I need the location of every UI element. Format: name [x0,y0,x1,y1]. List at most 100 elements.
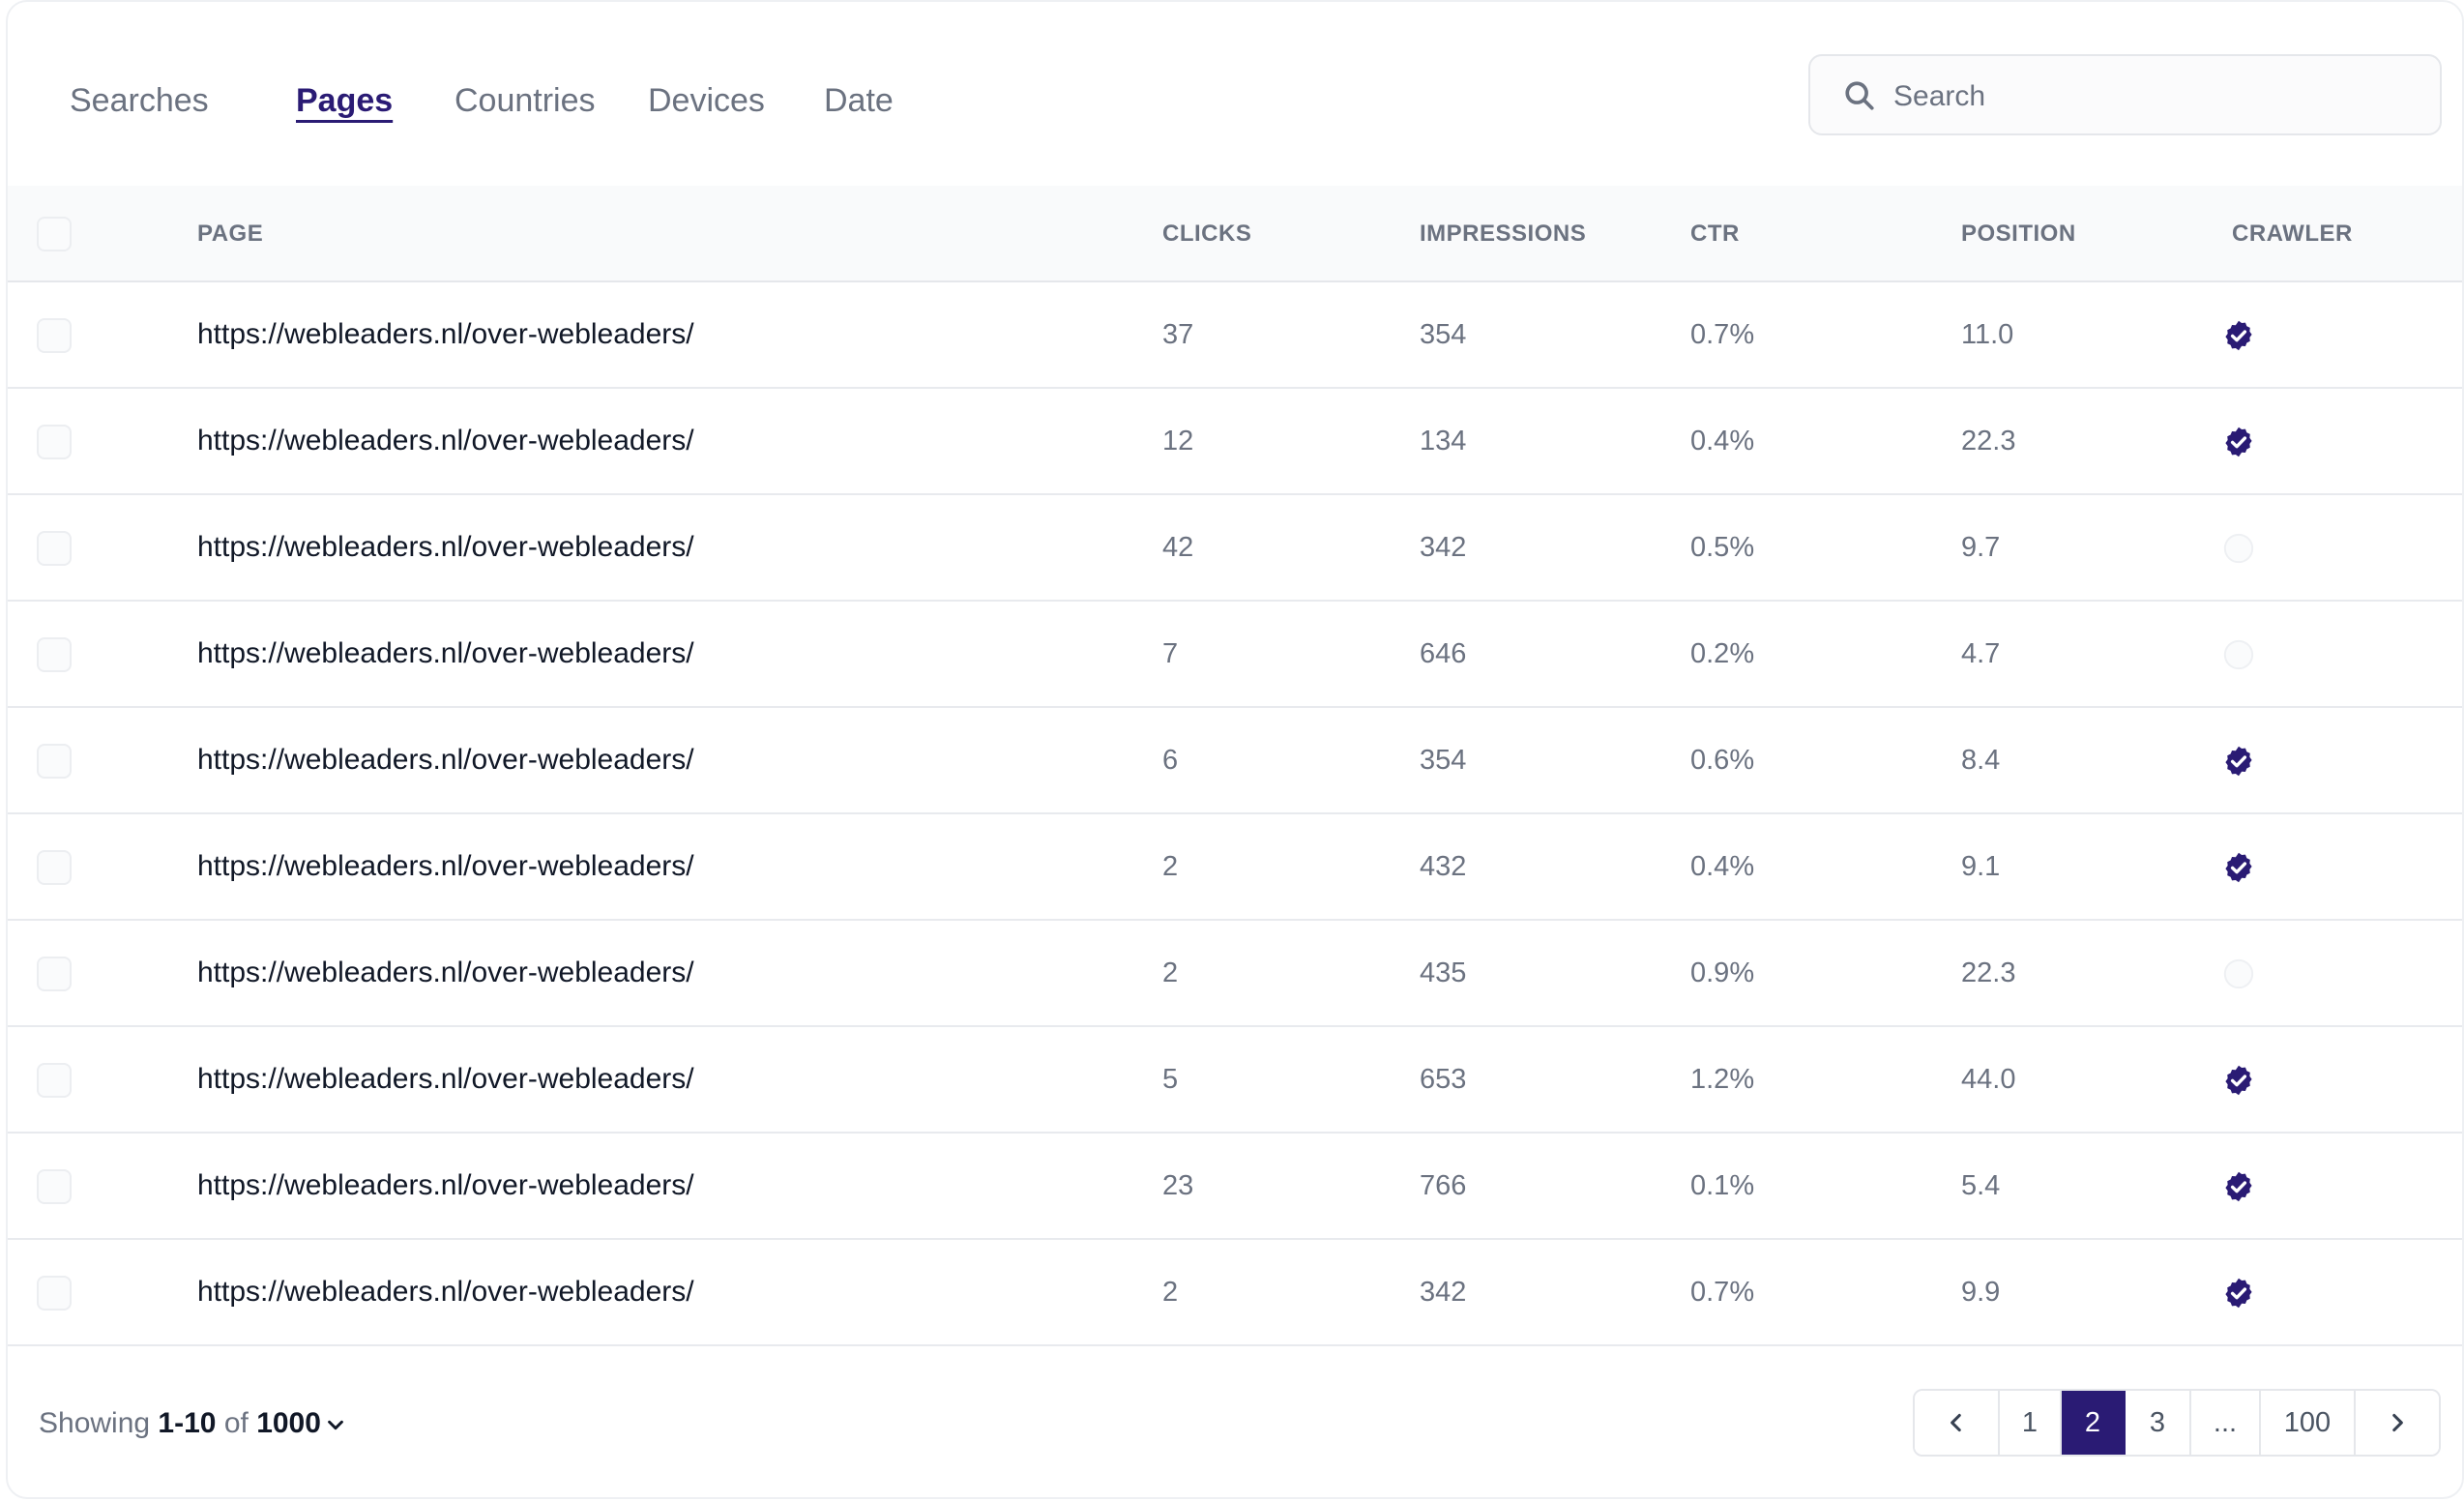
clicks-value: 2 [1162,1277,1179,1308]
impressions-value: 354 [1420,319,1467,350]
impressions-value: 653 [1420,1064,1467,1095]
page-button-100[interactable]: 100 [2261,1391,2356,1455]
position-value: 9.1 [1961,851,2001,882]
impressions-value: 342 [1420,1277,1467,1308]
clicks-value: 7 [1162,638,1179,669]
next-page-button[interactable] [2356,1391,2439,1455]
ctr-value: 0.4% [1690,851,1755,882]
tab-bar: Searches Pages Countries Devices Date [8,2,1168,186]
table-row[interactable]: https://webleaders.nl/over-webleaders/ 6… [8,708,2462,814]
page-url[interactable]: https://webleaders.nl/over-webleaders/ [197,1169,694,1201]
check-circle-icon [2222,1277,2255,1310]
tab-countries[interactable]: Countries [455,82,596,119]
pagination: 1 2 3 ... 100 [1913,1389,2441,1457]
page-url[interactable]: https://webleaders.nl/over-webleaders/ [197,425,694,456]
tab-date[interactable]: Date [824,82,894,119]
clicks-value: 2 [1162,851,1179,882]
check-circle-icon [2222,1170,2255,1203]
column-header-position[interactable]: POSITION [1961,221,2076,247]
check-circle-icon [2222,1064,2255,1097]
table-row[interactable]: https://webleaders.nl/over-webleaders/ 3… [8,282,2462,389]
table-row[interactable]: https://webleaders.nl/over-webleaders/ 4… [8,495,2462,602]
chevron-right-icon [2392,1413,2403,1432]
check-circle-icon [2222,319,2255,352]
empty-circle-icon [2222,532,2255,565]
page-button-1[interactable]: 1 [2000,1391,2062,1455]
clicks-value: 23 [1162,1170,1194,1201]
clicks-value: 12 [1162,426,1194,456]
ctr-value: 0.9% [1690,957,1755,988]
previous-page-button[interactable] [1915,1391,2000,1455]
ctr-value: 0.5% [1690,532,1755,563]
page-url[interactable]: https://webleaders.nl/over-webleaders/ [197,850,694,882]
impressions-value: 134 [1420,426,1467,456]
page-url[interactable]: https://webleaders.nl/over-webleaders/ [197,1276,694,1308]
table-row[interactable]: https://webleaders.nl/over-webleaders/ 2… [8,1134,2462,1240]
table-row[interactable]: https://webleaders.nl/over-webleaders/ 2… [8,814,2462,921]
table-row[interactable]: https://webleaders.nl/over-webleaders/ 2… [8,1240,2462,1346]
clicks-value: 37 [1162,319,1194,350]
page-url[interactable]: https://webleaders.nl/over-webleaders/ [197,637,694,669]
row-checkbox[interactable] [37,425,72,459]
row-checkbox[interactable] [37,850,72,885]
table-card: Searches Pages Countries Devices Date PA… [6,0,2464,1499]
check-circle-icon [2222,851,2255,884]
empty-circle-icon [2222,957,2255,990]
row-checkbox[interactable] [37,1169,72,1204]
column-header-ctr[interactable]: CTR [1690,221,1740,247]
row-checkbox[interactable] [37,531,72,566]
clicks-value: 42 [1162,532,1194,563]
table-row[interactable]: https://webleaders.nl/over-webleaders/ 5… [8,1027,2462,1134]
impressions-value: 354 [1420,745,1467,776]
showing-total[interactable]: 1000 [256,1407,321,1439]
position-value: 44.0 [1961,1064,2016,1095]
row-checkbox[interactable] [37,957,72,991]
row-checkbox[interactable] [37,318,72,353]
clicks-value: 5 [1162,1064,1179,1095]
column-header-impressions[interactable]: IMPRESSIONS [1420,221,1587,247]
results-summary: Showing 1-10 of 1000 [39,1402,346,1445]
column-header-page[interactable]: PAGE [197,221,264,247]
select-all-checkbox[interactable] [37,217,72,251]
showing-of: of [223,1407,249,1439]
tab-searches[interactable]: Searches [70,82,209,119]
impressions-value: 432 [1420,851,1467,882]
page-url[interactable]: https://webleaders.nl/over-webleaders/ [197,318,694,350]
position-value: 5.4 [1961,1170,2001,1201]
search-box[interactable] [1808,54,2442,135]
position-value: 9.9 [1961,1277,2001,1308]
tab-devices[interactable]: Devices [648,82,765,119]
page-url[interactable]: https://webleaders.nl/over-webleaders/ [197,1063,694,1095]
row-checkbox[interactable] [37,1276,72,1311]
position-value: 8.4 [1961,745,2001,776]
position-value: 4.7 [1961,638,2001,669]
check-circle-icon [2222,745,2255,778]
row-checkbox[interactable] [37,744,72,779]
page-button-2[interactable]: 2 [2062,1391,2126,1455]
table-row[interactable]: https://webleaders.nl/over-webleaders/ 7… [8,602,2462,708]
tab-pages[interactable]: Pages [296,82,394,119]
table-row[interactable]: https://webleaders.nl/over-webleaders/ 2… [8,921,2462,1027]
column-header-clicks[interactable]: CLICKS [1162,221,1252,247]
check-circle-icon [2222,426,2255,458]
row-checkbox[interactable] [37,637,72,672]
ctr-value: 0.4% [1690,426,1755,456]
showing-prefix: Showing [39,1407,151,1439]
ctr-value: 1.2% [1690,1064,1755,1095]
table-row[interactable]: https://webleaders.nl/over-webleaders/ 1… [8,389,2462,495]
position-value: 11.0 [1961,319,2014,350]
impressions-value: 646 [1420,638,1467,669]
row-checkbox[interactable] [37,1063,72,1098]
impressions-value: 342 [1420,532,1467,563]
page-url[interactable]: https://webleaders.nl/over-webleaders/ [197,957,694,988]
column-header-crawler[interactable]: CRAWLER [2232,221,2353,247]
ctr-value: 0.7% [1690,319,1755,350]
page-url[interactable]: https://webleaders.nl/over-webleaders/ [197,531,694,563]
page-button-3[interactable]: 3 [2126,1391,2191,1455]
search-input[interactable] [1892,72,2418,122]
empty-circle-icon [2222,638,2255,671]
impressions-value: 766 [1420,1170,1467,1201]
chevron-down-icon[interactable] [325,1414,346,1435]
page-url[interactable]: https://webleaders.nl/over-webleaders/ [197,744,694,776]
chevron-left-icon [1951,1413,1961,1432]
